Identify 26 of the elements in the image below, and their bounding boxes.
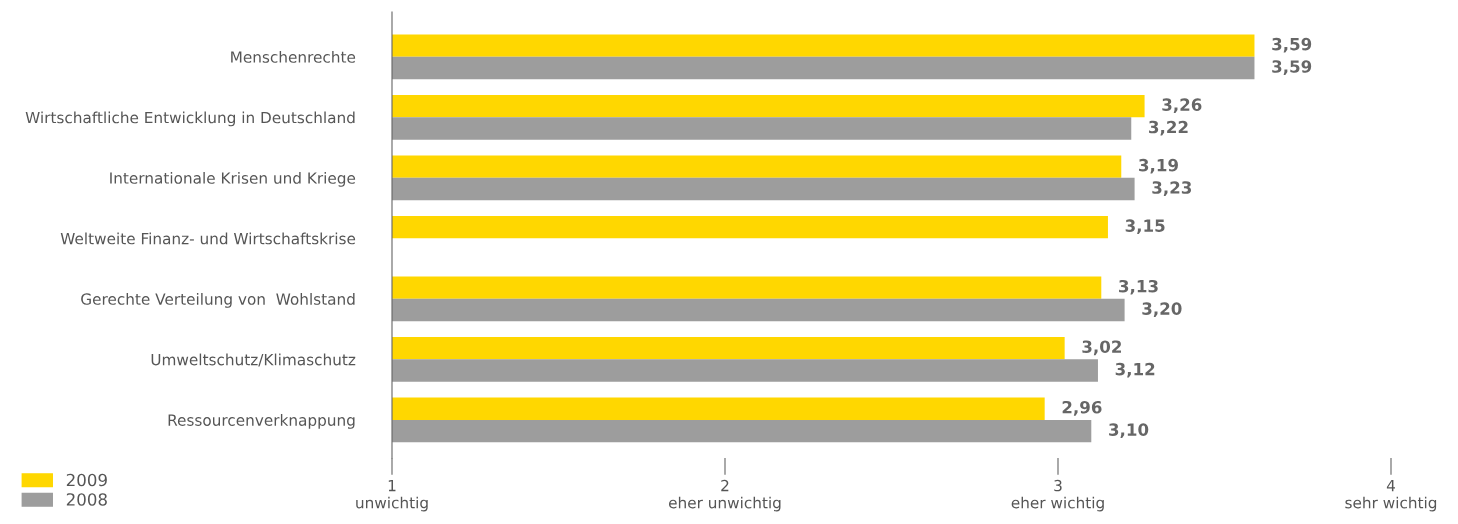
data-label: 3,15 xyxy=(1125,219,1165,235)
legend-label: 2008 xyxy=(66,493,107,506)
data-label: 3,26 xyxy=(1162,98,1202,114)
y-tick-label: Ressourcenverknappung xyxy=(168,414,355,429)
data-label: 3,13 xyxy=(1119,279,1158,295)
x-tick-label: 2 eher unwichtig xyxy=(668,479,781,512)
legend-label: 2009 xyxy=(66,473,107,487)
data-label: 3,23 xyxy=(1152,181,1192,196)
data-label: 3,59 xyxy=(1272,37,1312,53)
data-label: 3,02 xyxy=(1082,340,1121,356)
y-tick-label: Internationale Krisen und Kriege xyxy=(110,172,356,187)
y-tick-label: Gerechte Verteilung von Wohlstand xyxy=(81,293,355,308)
x-tick-label: 4 sehr wichtig xyxy=(1345,480,1437,512)
data-label: 3,10 xyxy=(1109,423,1149,439)
data-label: 3,22 xyxy=(1149,120,1188,136)
data-label: 2,96 xyxy=(1062,400,1102,416)
y-tick-label: Weltweite Finanz- und Wirtschaftskrise xyxy=(60,232,356,245)
x-tick-label: 1 unwichtig xyxy=(356,480,428,512)
x-tick-label: 3 eher wichtig xyxy=(1011,479,1104,512)
data-label: 3,59 xyxy=(1272,60,1312,75)
y-tick-label: Wirtschaftliche Entwicklung in Deutschland xyxy=(25,111,355,127)
data-label: 3,12 xyxy=(1115,362,1155,378)
y-tick-label: Umweltschutz/Klimaschutz xyxy=(151,353,356,367)
y-tick-label: Menschenrechte xyxy=(231,50,356,63)
data-label: 3,19 xyxy=(1139,158,1178,174)
data-label: 3,20 xyxy=(1142,302,1182,318)
